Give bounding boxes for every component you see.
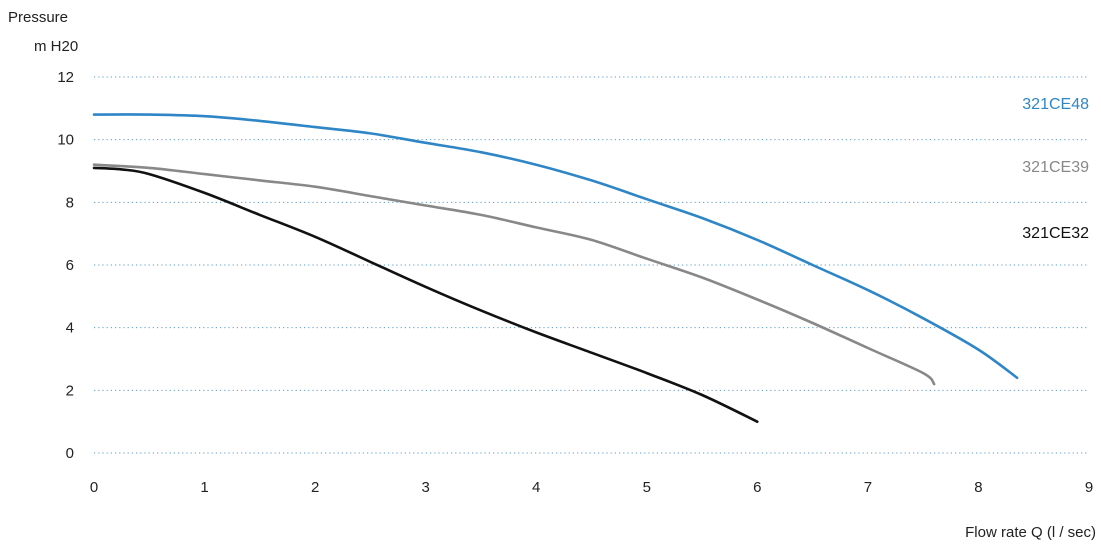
- x-tick-label: 8: [974, 479, 982, 496]
- series-line-321ce39: [92, 163, 936, 386]
- x-tick-label: 2: [311, 479, 319, 496]
- x-tick-label: 0: [90, 479, 98, 496]
- y-axis-ticks: 0 2 4 6 8 10 12: [57, 69, 74, 462]
- y-tick-label: 2: [66, 382, 74, 399]
- series-labels: 321CE48 321CE39 321CE32: [1022, 96, 1089, 242]
- y-axis-title-line2: m H20: [34, 38, 78, 55]
- series-label-321ce48: 321CE48: [1022, 96, 1089, 113]
- series-line-321ce32: [92, 166, 759, 423]
- series-lines: [92, 113, 1019, 423]
- x-tick-label: 4: [532, 479, 540, 496]
- series-label-321ce32: 321CE32: [1022, 225, 1089, 242]
- y-tick-label: 4: [66, 320, 74, 337]
- x-tick-label: 1: [200, 479, 208, 496]
- x-axis-ticks: 0 1 2 3 4 5 6 7 8 9: [90, 479, 1093, 496]
- y-tick-label: 10: [57, 132, 74, 149]
- y-axis-title-line1: Pressure: [8, 9, 68, 26]
- series-line-321ce48: [92, 113, 1019, 380]
- x-tick-label: 9: [1085, 479, 1093, 496]
- gridlines: [94, 76, 1089, 454]
- y-tick-label: 8: [66, 194, 74, 211]
- x-tick-label: 5: [643, 479, 651, 496]
- x-tick-label: 3: [421, 479, 429, 496]
- y-tick-label: 0: [66, 445, 74, 462]
- y-tick-label: 6: [66, 257, 74, 274]
- x-tick-label: 6: [753, 479, 761, 496]
- series-label-321ce39: 321CE39: [1022, 159, 1089, 176]
- x-tick-label: 7: [864, 479, 872, 496]
- y-tick-label: 12: [57, 69, 74, 86]
- x-axis-title: Flow rate Q (l / sec): [965, 524, 1096, 541]
